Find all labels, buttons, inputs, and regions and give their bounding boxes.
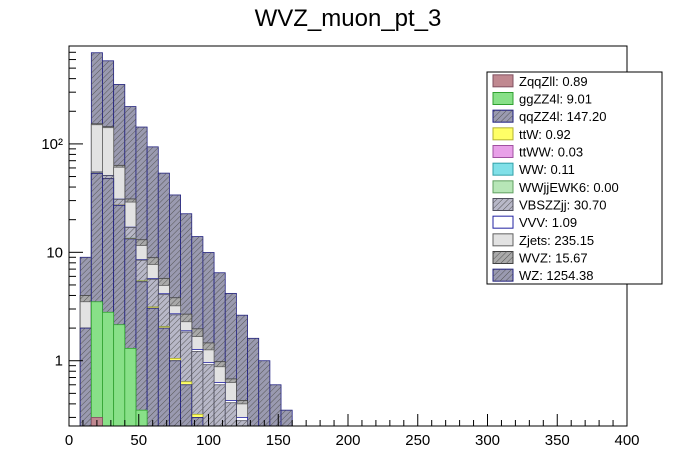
legend-swatch-hatch xyxy=(493,269,513,282)
bar-ggzz4l xyxy=(135,409,148,427)
bar-hatch-vbszzjj xyxy=(236,420,248,426)
legend-entry-vbszzjj: VBSZZjj: 30.70 xyxy=(519,198,606,213)
legend-entry-zqqzll: ZqqZll: 0.89 xyxy=(519,74,588,89)
bar-hatch-wz xyxy=(214,272,226,426)
legend-swatch-hatch xyxy=(493,110,513,123)
bar-hatch-wz xyxy=(269,384,282,426)
axes: 0 50 100 150 200 250 300 350 400 1 10 10² xyxy=(41,45,640,449)
legend-entry-ttw: ttW: 0.92 xyxy=(519,127,571,142)
legend-entry-ww: WW: 0.11 xyxy=(519,162,575,177)
bar-hatch-vbszzjj xyxy=(180,332,192,426)
legend-swatch-hatch xyxy=(493,251,513,264)
bar-hatch-wz xyxy=(281,410,293,426)
bar-hatch-qqzz4l xyxy=(102,178,114,426)
bar-hatch-qqzz4l xyxy=(191,417,203,426)
y-tick-label: 1 xyxy=(55,353,63,370)
legend-swatch-ww xyxy=(492,162,514,176)
legend-entry-ttww: ttWW: 0.03 xyxy=(519,145,583,160)
chart-title: WVZ_muon_pt_3 xyxy=(255,5,442,32)
legend-swatch-ggzz4l xyxy=(492,92,514,105)
bar-hatch-wz xyxy=(247,338,259,426)
bar-hatch-vbszzjj xyxy=(225,402,237,426)
x-tick-label: 350 xyxy=(545,432,570,449)
bar-hatch-wz xyxy=(258,360,270,426)
legend-swatch-zqqzll xyxy=(492,74,514,88)
bar-hatch-vbszzjj xyxy=(191,351,203,426)
x-tick-label: 150 xyxy=(266,432,291,449)
legend-entry-ggzz4l: ggZZ4l: 9.01 xyxy=(519,92,592,107)
legend-entry-zjets: Zjets: 235.15 xyxy=(519,233,594,248)
bar-hatch-wz xyxy=(202,252,215,426)
bar-hatch-qqzz4l xyxy=(180,384,192,426)
bar-hatch-qqzz4l xyxy=(135,281,148,426)
x-tick-label: 300 xyxy=(475,432,500,449)
legend: ZqqZll: 0.89 ggZZ4l: 9.01 qqZZ4l: 147.20 tt… xyxy=(486,71,663,285)
legend-swatch-wwjjewk6 xyxy=(492,180,514,194)
bar-hatch-qqzz4l xyxy=(113,205,125,426)
bar-hatch-qqzz4l xyxy=(124,238,136,426)
legend-swatch-ttw xyxy=(492,127,514,141)
legend-swatch-ttww xyxy=(492,145,514,158)
bar-ggzz4l xyxy=(113,324,126,427)
bar-ggzz4l xyxy=(90,301,103,427)
legend-entry-vvv: VVV: 1.09 xyxy=(519,215,577,230)
bar-hatch-qqzz4l xyxy=(147,308,159,426)
y-tick-label: 10² xyxy=(41,136,63,153)
x-tick-label: 100 xyxy=(196,432,221,449)
x-tick-label: 400 xyxy=(614,432,639,449)
y-tick-label: 10 xyxy=(46,244,63,261)
bar-hatch-wz xyxy=(236,315,248,426)
x-tick-label: 50 xyxy=(130,432,147,449)
bar-hatch-qqzz4l xyxy=(158,328,170,426)
bar-hatch-qqzz4l xyxy=(91,173,103,426)
legend-swatch-hatch xyxy=(493,198,513,211)
x-tick-label: 200 xyxy=(335,432,360,449)
legend-entry-wvz: WVZ: 15.67 xyxy=(519,251,588,266)
bar-ggzz4l xyxy=(124,347,137,427)
histogram-stack xyxy=(79,52,293,427)
legend-swatch-vvv xyxy=(492,215,514,229)
bar-hatch-vbszzjj xyxy=(202,364,215,426)
x-tick-label: 0 xyxy=(65,432,73,449)
bar-hatch-vbszzjj xyxy=(214,384,226,426)
legend-entry-wz: WZ: 1254.38 xyxy=(519,268,593,283)
legend-swatch-zjets xyxy=(492,233,514,247)
legend-entry-wwjjewk6: WWjjEWK6: 0.00 xyxy=(519,180,619,195)
bar-hatch-qqzz4l xyxy=(80,328,92,426)
bar-hatch-qqzz4l xyxy=(169,360,181,426)
legend-box xyxy=(486,71,663,285)
legend-entry-qqzz4l: qqZZ4l: 147.20 xyxy=(519,109,606,124)
x-tick-label: 250 xyxy=(405,432,430,449)
bar-ggzz4l xyxy=(102,311,115,427)
bar-hatch-wz xyxy=(225,293,237,426)
